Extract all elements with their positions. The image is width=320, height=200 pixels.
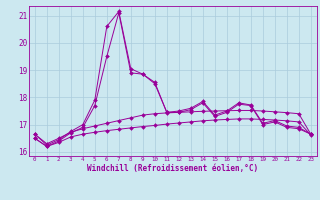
X-axis label: Windchill (Refroidissement éolien,°C): Windchill (Refroidissement éolien,°C) bbox=[87, 164, 258, 173]
